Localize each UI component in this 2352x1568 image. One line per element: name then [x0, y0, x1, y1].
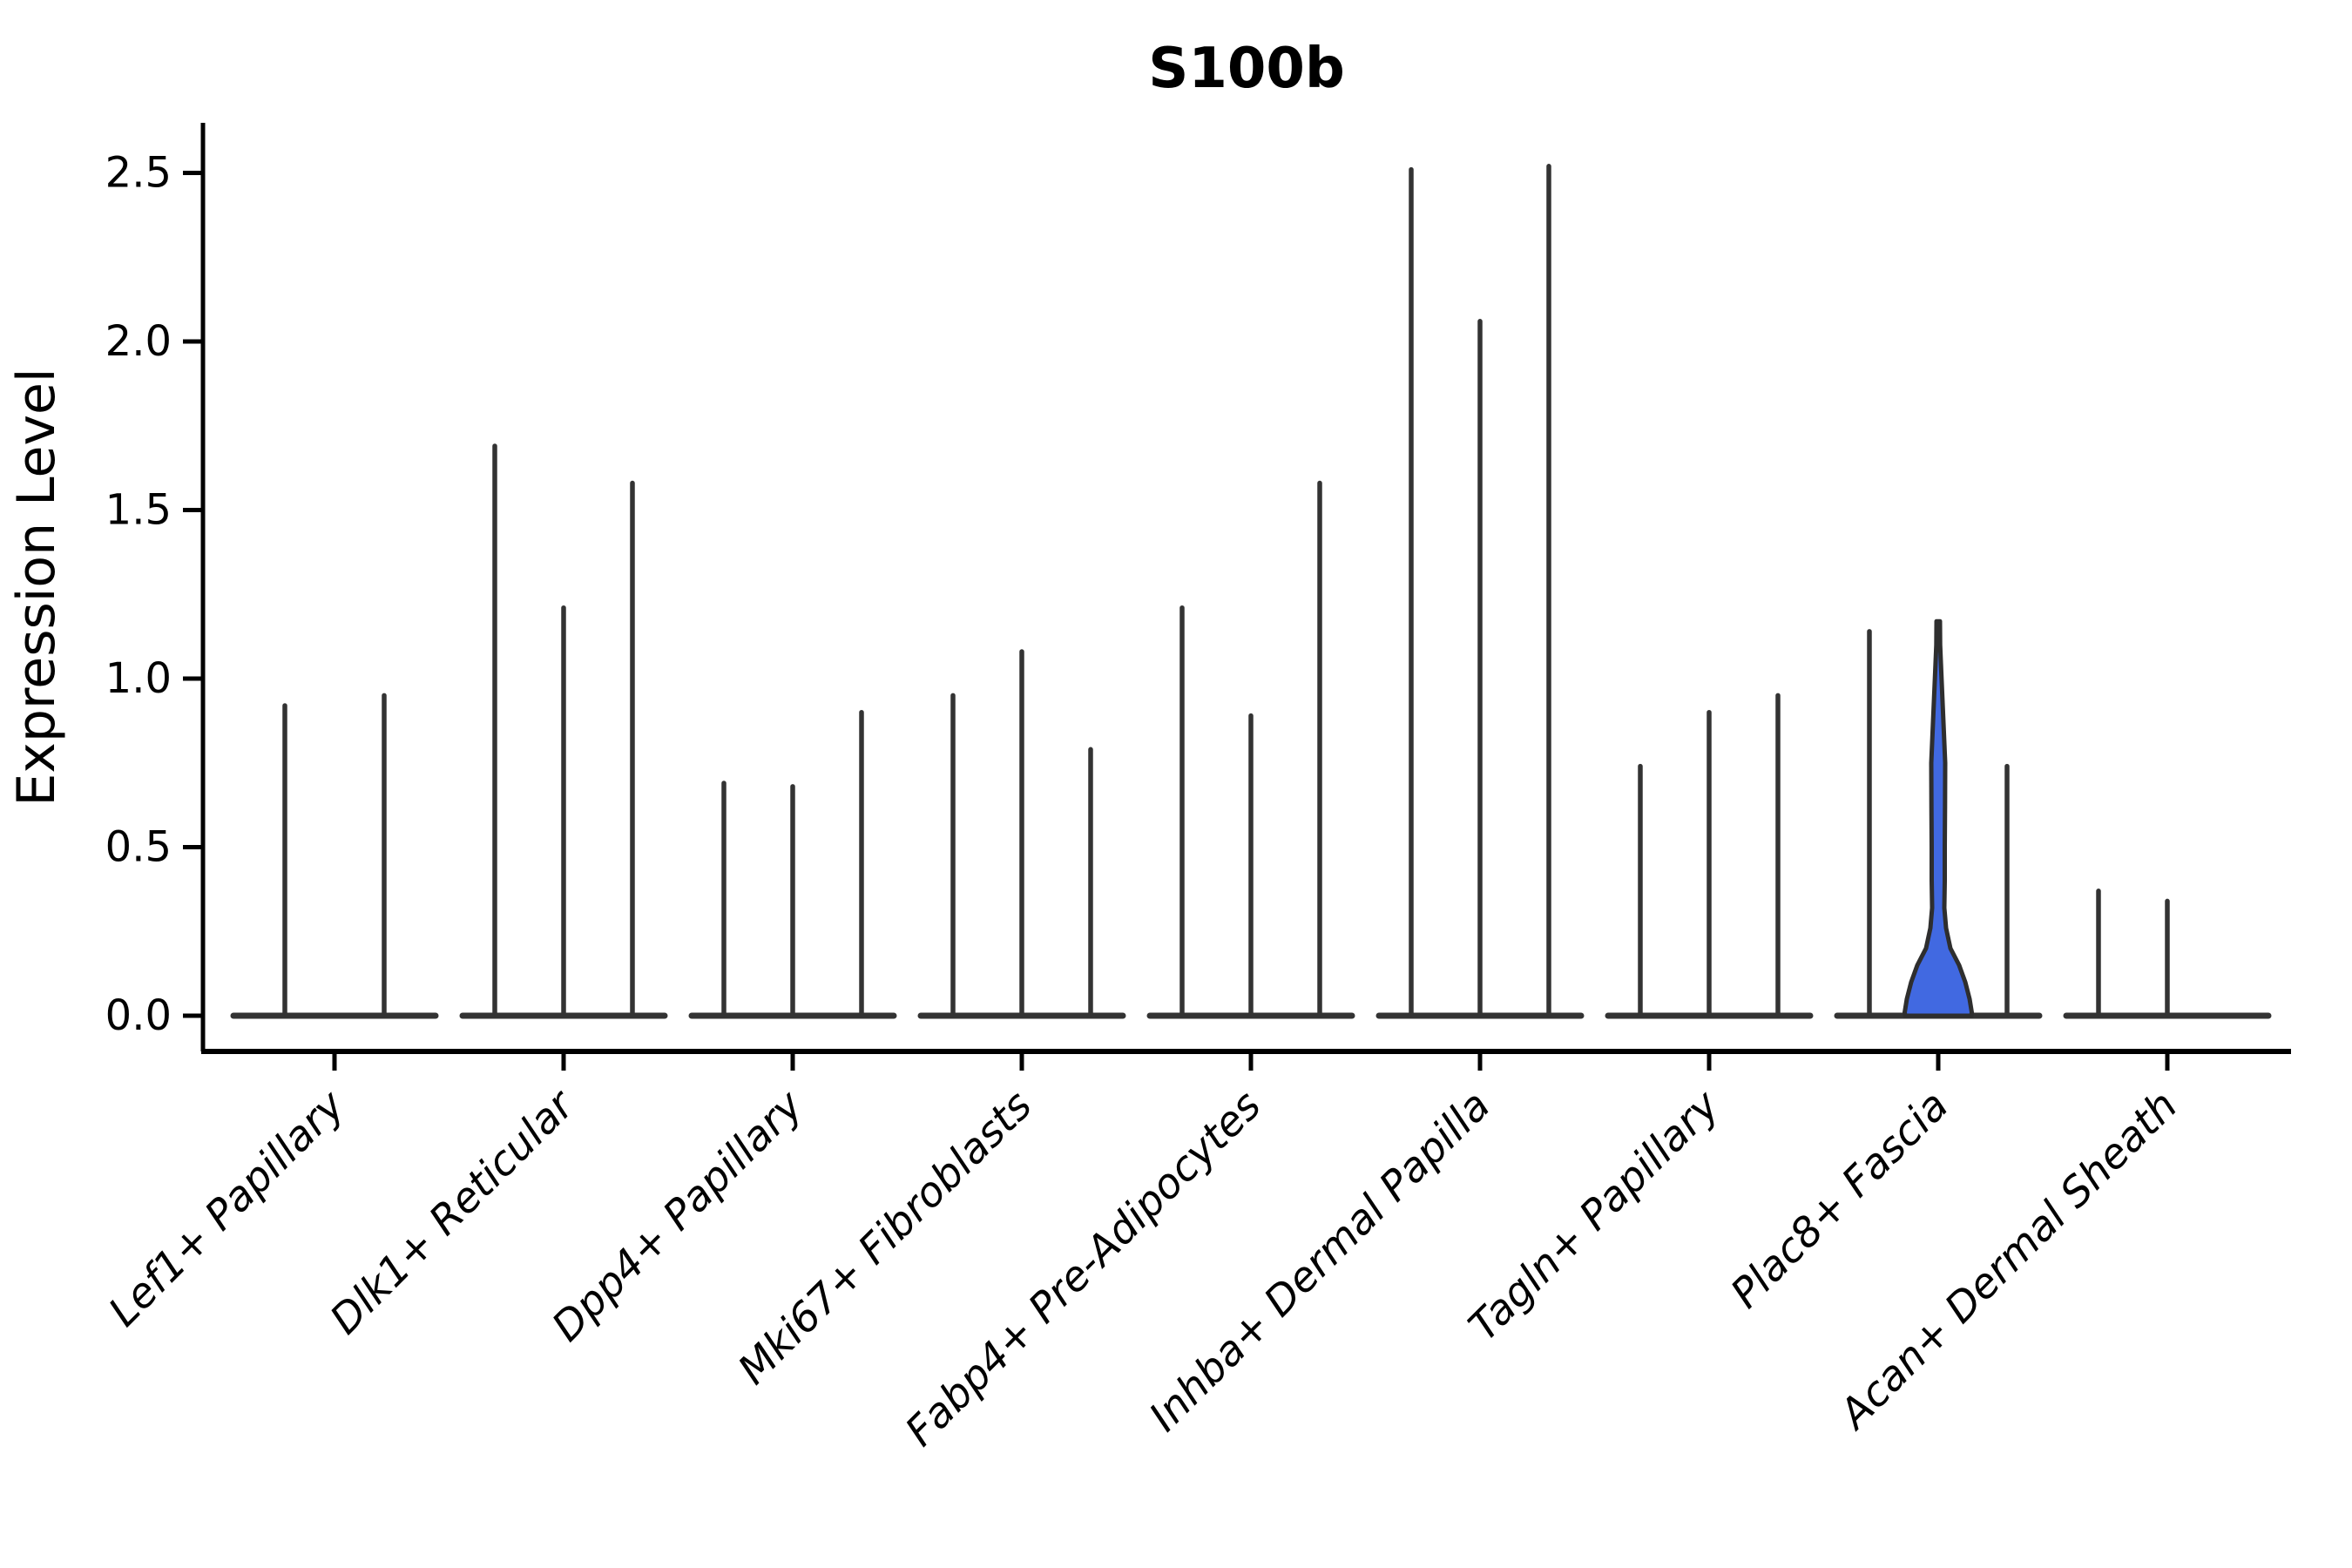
y-tick-label: 2.5	[105, 149, 172, 198]
y-tick-label: 2.0	[105, 317, 172, 366]
x-category-label: Plac8+ Fascia	[1721, 1082, 1957, 1318]
x-category-label: Tagln+ Papillary	[1460, 1081, 1730, 1351]
x-category-label: Dlk1+ Reticular	[321, 1080, 585, 1344]
y-tick-label: 1.5	[105, 486, 172, 535]
y-axis-title: Expression Level	[6, 368, 67, 806]
y-tick-label: 1.0	[105, 654, 172, 703]
x-category-label: Dpp4+ Papillary	[543, 1081, 813, 1351]
y-tick-label: 0.0	[105, 991, 172, 1040]
highlighted-violin	[1903, 618, 1974, 1018]
y-tick-label: 0.5	[105, 823, 172, 872]
x-category-label: Lef1+ Papillary	[99, 1081, 355, 1336]
chart-title: S100b	[1148, 37, 1345, 101]
